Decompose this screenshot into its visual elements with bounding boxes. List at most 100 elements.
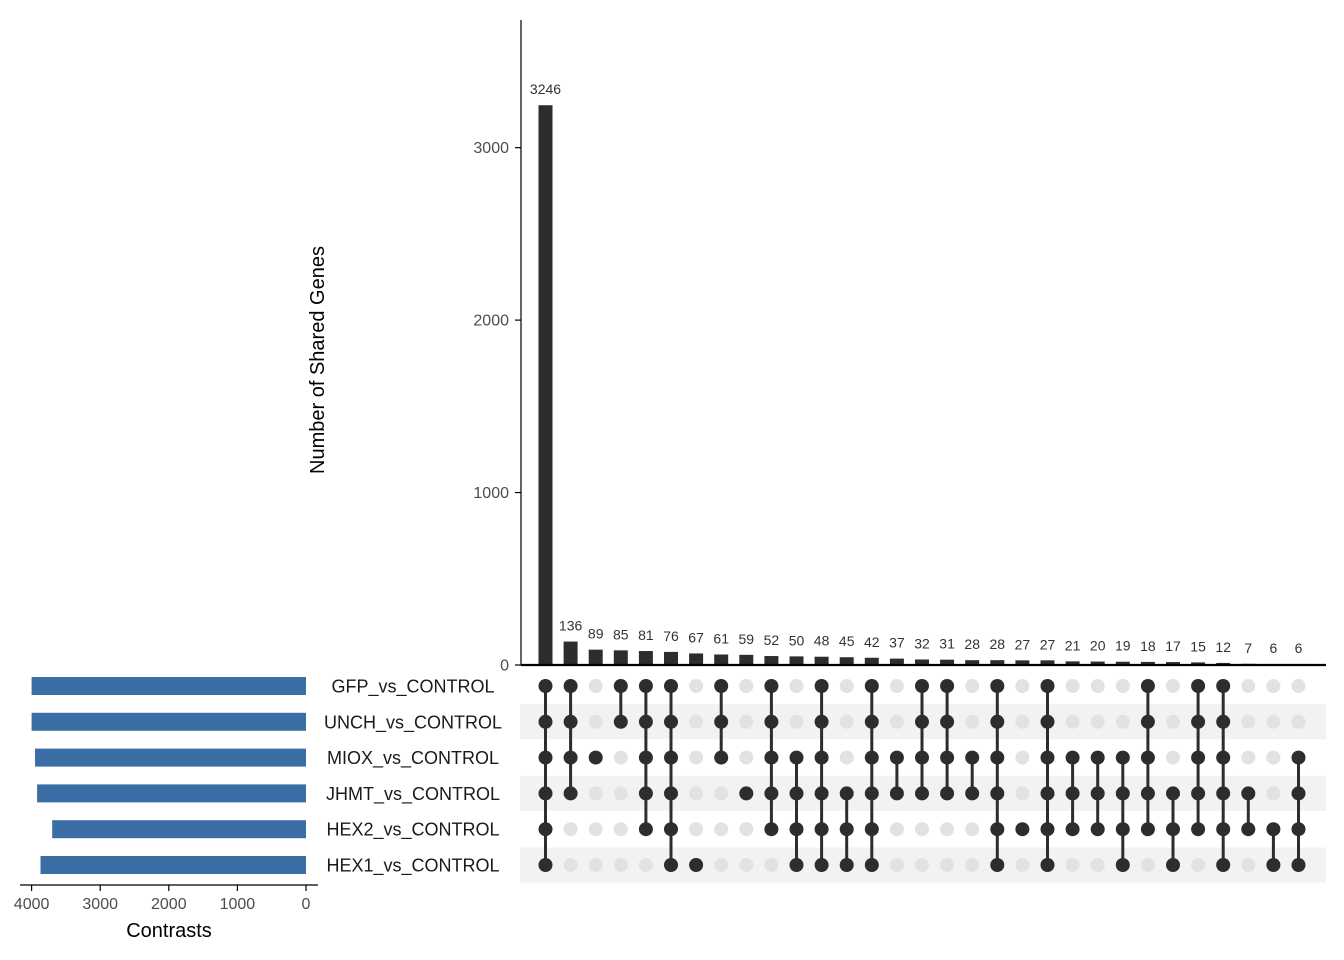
matrix-dot-active: [814, 858, 829, 872]
matrix-dot-inactive: [764, 858, 779, 872]
intersection-bar-label: 81: [638, 627, 654, 643]
matrix-dot-active: [764, 714, 779, 729]
matrix-dot-inactive: [613, 786, 628, 801]
matrix-dot-active: [1040, 679, 1055, 693]
intersection-bar: [714, 654, 729, 665]
intersection-bar-label: 52: [764, 632, 780, 648]
intersection-bar-label: 27: [1015, 636, 1031, 652]
intersection-bar-label: 28: [990, 636, 1006, 652]
matrix-dot-active: [1115, 822, 1130, 837]
intersection-bar-label: 45: [839, 633, 855, 649]
intersection-bar: [613, 650, 628, 665]
intersection-bar-label: 50: [789, 632, 805, 648]
matrix-dot-inactive: [1115, 679, 1130, 693]
matrix-dot-active: [1140, 750, 1155, 765]
matrix-dot-inactive: [965, 822, 980, 837]
matrix-dot-active: [1166, 786, 1180, 801]
matrix-dot-active: [1216, 858, 1231, 872]
matrix-dot-active: [538, 822, 553, 837]
matrix-dot-active: [814, 822, 829, 837]
matrix-dot-active: [814, 750, 829, 765]
matrix-dot-inactive: [1166, 750, 1180, 765]
matrix-dot-active: [538, 750, 553, 765]
matrix-dot-inactive: [1065, 714, 1080, 729]
matrix-dot-active: [789, 786, 804, 801]
set-size-bar: [31, 712, 306, 731]
intersection-bar-label: 89: [588, 626, 604, 642]
matrix-dot-inactive: [1191, 858, 1206, 872]
matrix-dot-inactive: [965, 714, 980, 729]
matrix-dot-active: [1216, 714, 1231, 729]
intersection-bar-label: 15: [1190, 638, 1206, 654]
matrix-dot-active: [588, 750, 603, 765]
y-tick-label: 3000: [473, 140, 509, 157]
matrix-dot-active: [915, 750, 929, 765]
matrix-dot-active: [915, 679, 929, 693]
matrix-dot-active: [563, 714, 578, 729]
matrix-dot-inactive: [940, 858, 955, 872]
matrix-dot-inactive: [1115, 714, 1130, 729]
intersection-bar-label: 17: [1165, 638, 1181, 654]
matrix-dot-active: [1291, 786, 1306, 801]
matrix-dot-inactive: [588, 858, 603, 872]
matrix-dot-active: [1166, 858, 1180, 872]
matrix-dot-inactive: [1015, 714, 1030, 729]
intersection-bar: [990, 660, 1005, 665]
matrix-dot-inactive: [588, 679, 603, 693]
matrix-dot-active: [1216, 679, 1231, 693]
matrix-dot-active: [814, 786, 829, 801]
intersection-bar-label: 31: [939, 636, 955, 652]
intersection-bar: [638, 651, 653, 665]
matrix-dot-active: [1140, 822, 1155, 837]
intersection-bar-label: 61: [713, 630, 729, 646]
matrix-dot-active: [538, 714, 553, 729]
matrix-dot-active: [1266, 858, 1281, 872]
matrix-dot-inactive: [1090, 858, 1105, 872]
matrix-dot-active: [940, 679, 955, 693]
matrix-dot-inactive: [1241, 679, 1256, 693]
matrix-dot-active: [764, 786, 779, 801]
matrix-dot-inactive: [689, 786, 704, 801]
matrix-dot-inactive: [613, 822, 628, 837]
intersection-bar-label: 12: [1215, 639, 1231, 655]
matrix-dot-inactive: [714, 822, 729, 837]
intersection-bar-label: 20: [1090, 638, 1106, 654]
matrix-dot-inactive: [1241, 714, 1256, 729]
intersection-bar: [689, 653, 704, 665]
matrix-dot-active: [714, 714, 729, 729]
matrix-dot-active: [613, 679, 628, 693]
matrix-dot-inactive: [1166, 714, 1180, 729]
y-tick-label: 0: [500, 658, 509, 675]
set-name-label: HEX1_vs_CONTROL: [326, 856, 499, 877]
matrix-dot-inactive: [839, 714, 854, 729]
matrix-dot-active: [1291, 858, 1306, 872]
intersection-bar: [1166, 662, 1180, 665]
matrix-dot-inactive: [739, 858, 754, 872]
matrix-dot-inactive: [1065, 679, 1080, 693]
matrix-dot-active: [764, 822, 779, 837]
matrix-dot-inactive: [1166, 679, 1180, 693]
intersection-bar-label: 136: [559, 618, 583, 634]
matrix-dot-active: [664, 858, 678, 872]
matrix-dot-inactive: [1266, 714, 1281, 729]
matrix-dot-active: [563, 786, 578, 801]
matrix-dot-inactive: [1015, 858, 1030, 872]
matrix-dot-inactive: [689, 750, 704, 765]
matrix-dot-active: [1291, 822, 1306, 837]
matrix-dot-inactive: [915, 822, 929, 837]
y-tick-label: 1000: [473, 485, 509, 502]
matrix-dot-active: [1090, 822, 1105, 837]
matrix-dot-active: [1040, 786, 1055, 801]
matrix-dot-active: [789, 822, 804, 837]
matrix-dot-active: [990, 822, 1005, 837]
matrix-dot-active: [1015, 822, 1030, 837]
matrix-dot-active: [1191, 750, 1206, 765]
matrix-dot-active: [864, 786, 879, 801]
intersection-bar: [839, 657, 854, 665]
matrix-dot-active: [864, 858, 879, 872]
set-size-bar: [35, 748, 306, 767]
intersection-bar-label: 85: [613, 626, 629, 642]
matrix-dot-inactive: [1266, 679, 1281, 693]
matrix-dot-active: [1216, 786, 1231, 801]
matrix-dot-inactive: [638, 858, 653, 872]
